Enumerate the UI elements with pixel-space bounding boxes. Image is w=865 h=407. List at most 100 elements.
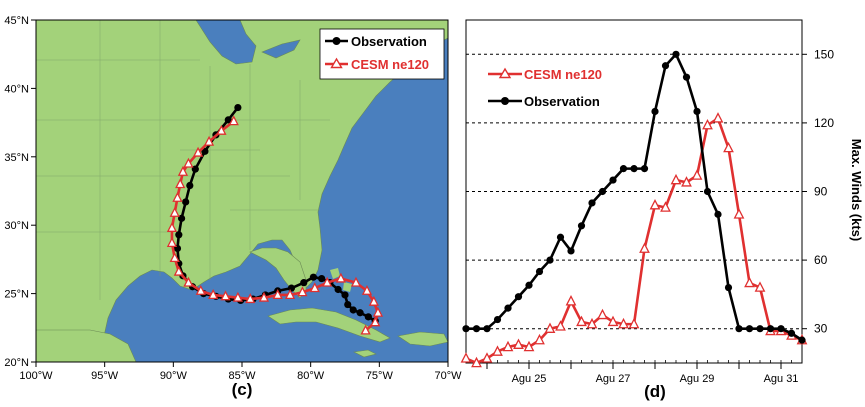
observation-winds-point <box>588 199 596 207</box>
winds-y-tick-label: 30 <box>814 322 828 336</box>
winds-axes: 30 60 90 120 150 Agu 25 Agu 27 Agu 29 Agu 31 <box>465 47 834 385</box>
cesm-winds-point <box>471 356 482 368</box>
observation-track-point <box>356 309 364 317</box>
observation-winds-point <box>661 62 670 70</box>
cesm-winds-point <box>492 345 503 356</box>
cesm-winds-point <box>723 141 734 153</box>
cesm-winds-point <box>523 340 535 352</box>
cesm-winds-point <box>618 317 629 329</box>
panel-d-label: (d) <box>644 382 666 401</box>
winds-x-tick-label: Agu 25 <box>512 373 547 385</box>
map-y-tick-label: 20°N <box>4 357 29 369</box>
cesm-winds-point <box>544 322 556 333</box>
observation-winds-point <box>504 304 512 312</box>
map-x-tick-label: 100°W <box>19 370 53 382</box>
legend-observation-marker <box>332 37 341 45</box>
observation-winds-point <box>535 267 544 276</box>
map-y-tick-label: 45°N <box>4 15 29 27</box>
cesm-winds-point <box>586 317 598 329</box>
cesm-track-point <box>368 295 379 306</box>
panel-c-label: (c) <box>232 380 253 399</box>
cesm-winds-point <box>576 315 587 327</box>
observation-track-point <box>182 198 190 206</box>
winds-legend-observation-marker <box>501 97 509 105</box>
observation-winds-point <box>798 336 806 344</box>
winds-y-tick-label: 90 <box>814 185 828 199</box>
winds-legend-cesm-marker <box>498 67 512 79</box>
observation-winds-point <box>525 281 533 289</box>
legend-observation-label: Observation <box>351 34 427 49</box>
observation-winds-point <box>735 325 743 333</box>
cesm-winds-point <box>733 208 745 219</box>
cesm-track-point <box>166 237 178 248</box>
winds-legend: CESM ne120 Observation <box>488 67 602 109</box>
land-jamaica <box>353 349 377 358</box>
lake-erie <box>261 39 301 59</box>
cesm-track-point <box>272 289 283 299</box>
observation-winds-point <box>682 73 691 81</box>
observation-track-point <box>318 274 326 283</box>
winds-y-tick-label: 60 <box>814 253 828 267</box>
winds-series <box>460 50 808 368</box>
cesm-track-point <box>203 135 215 146</box>
cesm-winds-point <box>744 276 755 288</box>
winds-x-tick-label: Agu 29 <box>680 373 715 385</box>
winds-y-axis-title: Max. Winds (kts) <box>849 139 864 241</box>
cesm-track-point <box>322 276 333 287</box>
cesm-winds-point <box>660 201 671 212</box>
observation-winds-point <box>787 329 796 337</box>
cesm-winds-point <box>702 118 713 130</box>
map-y-tick-label: 25°N <box>4 289 29 301</box>
winds-legend-cesm-label: CESM ne120 <box>524 67 602 82</box>
observation-winds-point <box>472 325 481 333</box>
cesm-track-point <box>335 272 346 283</box>
map-x-tick-label: 90°W <box>160 370 188 382</box>
observation-winds-point <box>577 222 586 230</box>
map-y-tick-label: 35°N <box>4 152 29 164</box>
land-yucatan <box>36 329 137 362</box>
cesm-track-point <box>232 291 243 302</box>
observation-track-point <box>309 273 318 281</box>
land-bahamas <box>330 268 340 279</box>
cesm-winds-point <box>460 352 472 363</box>
cesm-winds-point <box>502 340 514 352</box>
cesm-track-point <box>175 178 186 189</box>
cesm-track-point <box>177 165 189 176</box>
observation-winds-point <box>703 187 712 196</box>
cesm-winds-point <box>639 242 650 253</box>
map-legend: Observation CESM ne120 <box>319 28 445 80</box>
cesm-track-point <box>284 289 296 299</box>
cesm-winds-point <box>513 338 524 349</box>
land-cuba <box>267 307 391 343</box>
map-tracks <box>166 103 384 335</box>
winds-x-tick-label: Agu 31 <box>764 373 799 385</box>
winds-x-tick-label: Agu 27 <box>596 373 631 385</box>
cesm-winds-point <box>670 173 682 185</box>
observation-track-point <box>300 279 308 287</box>
map-x-tick-label: 75°W <box>366 370 394 382</box>
winds-y-tick-label: 150 <box>814 47 834 61</box>
observation-winds-point <box>651 107 659 116</box>
observation-track-point <box>341 291 349 299</box>
map-x-tick-label: 80°W <box>297 370 325 382</box>
observation-winds-point <box>672 50 680 58</box>
observation-track-point <box>349 306 357 314</box>
state-boundaries <box>36 20 330 300</box>
map-axes: 100°W 95°W 90°W 85°W 80°W 75°W 70°W 20°N 25°N 30°… <box>4 15 462 382</box>
cesm-track-point <box>172 191 183 202</box>
observation-winds-point <box>766 325 775 333</box>
observation-winds-point <box>714 210 722 218</box>
legend-cesm-marker <box>330 57 343 69</box>
cesm-winds-point <box>628 317 640 329</box>
cesm-winds-point <box>534 333 545 345</box>
cesm-winds-point <box>565 295 577 306</box>
map-x-tick-label: 95°W <box>91 370 119 382</box>
cesm-track-point <box>173 265 184 276</box>
cesm-track-point <box>169 206 180 217</box>
observation-winds-point <box>483 325 491 333</box>
observation-winds-point <box>777 325 785 333</box>
observation-winds-point <box>756 325 764 333</box>
observation-winds-point <box>693 107 701 116</box>
max-winds-panel: 30 60 90 120 150 Agu 25 Agu 27 Agu 29 Agu 31 CES… <box>460 19 864 401</box>
winds-y-tick-label: 120 <box>814 116 834 130</box>
